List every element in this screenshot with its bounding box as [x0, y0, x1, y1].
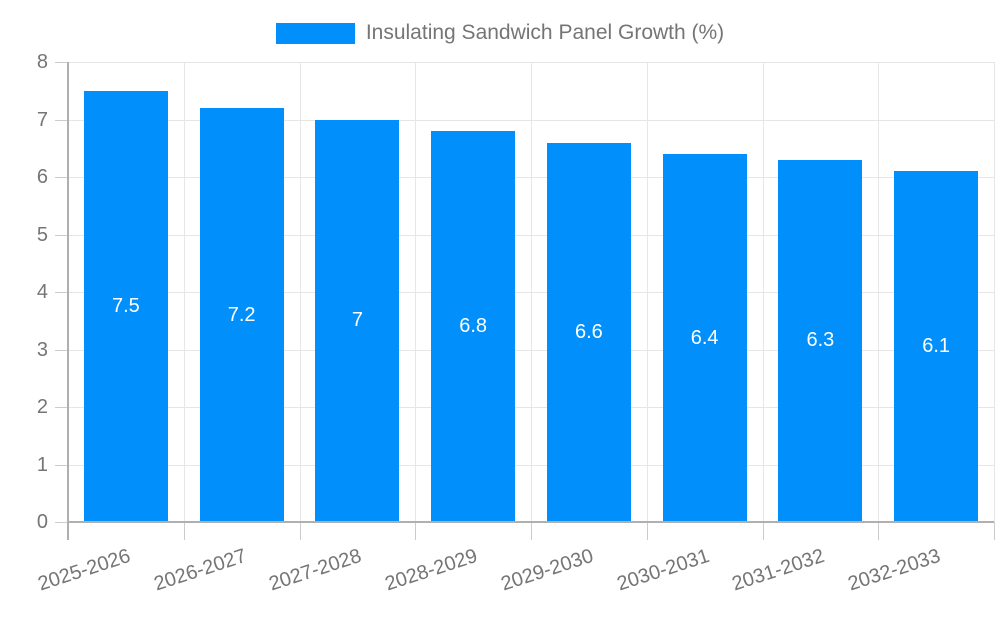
bar[interactable]: 6.1	[894, 171, 979, 522]
x-gridline	[183, 62, 185, 522]
x-tick	[415, 522, 417, 540]
x-gridline	[299, 62, 301, 522]
x-axis-tick-label: 2029-2030	[498, 544, 596, 596]
y-axis-tick-label: 5	[36, 223, 48, 246]
x-axis-tick-label: 2026-2027	[150, 544, 249, 596]
bar-value-label: 6.4	[690, 326, 719, 349]
x-tick	[531, 522, 532, 540]
x-axis-tick-label: 2030-2031	[613, 544, 712, 596]
x-axis-tick-label: 2028-2029	[382, 544, 481, 596]
y-axis-tick-label: 6	[36, 166, 48, 188]
bar[interactable]: 7.2	[199, 108, 284, 522]
x-tick	[646, 522, 648, 540]
x-axis-line	[68, 521, 994, 523]
x-tick	[878, 522, 880, 540]
y-tick	[55, 522, 68, 523]
y-axis-tick-label: 4	[36, 281, 48, 303]
bar-value-label: 7	[351, 309, 363, 332]
y-tick	[55, 177, 68, 178]
y-axis-tick-label: 2	[36, 396, 48, 418]
y-tick	[55, 234, 68, 236]
bar[interactable]: 6.8	[431, 131, 516, 522]
x-axis-tick-label: 2027-2028	[266, 544, 365, 596]
y-tick	[55, 119, 68, 121]
x-gridline	[762, 62, 764, 522]
y-tick	[55, 62, 68, 63]
y-axis-tick-label: 7	[36, 108, 48, 131]
legend: Insulating Sandwich Panel Growth (%)	[0, 21, 1000, 45]
bar[interactable]: 6.3	[778, 159, 863, 522]
y-axis-tick-label: 3	[36, 338, 48, 361]
x-gridline	[994, 62, 995, 522]
bar[interactable]: 7.5	[83, 90, 168, 522]
bar[interactable]: 7	[315, 119, 400, 522]
x-axis-tick-label: 2031-2032	[729, 544, 828, 596]
bar-value-label: 6.6	[574, 320, 603, 343]
bar[interactable]: 6.6	[546, 142, 631, 522]
y-tick	[55, 349, 68, 351]
y-tick	[55, 407, 68, 408]
y-axis-tick-label: 8	[36, 51, 48, 73]
legend-label[interactable]: Insulating Sandwich Panel Growth (%)	[365, 21, 725, 44]
bar-value-label: 6.8	[459, 315, 488, 337]
x-tick	[299, 522, 301, 540]
bar-chart: Insulating Sandwich Panel Growth (%) 7.5…	[0, 21, 1000, 595]
bar[interactable]: 6.4	[662, 154, 747, 522]
x-gridline	[531, 62, 532, 522]
bar-value-label: 6.1	[922, 335, 951, 358]
y-tick	[55, 464, 68, 466]
plot-area: 7.5 7.2 7 6.8 6.6 6.4 6.3 6.1	[55, 62, 995, 540]
y-axis-tick-label: 0	[36, 511, 48, 533]
bar-value-label: 7.2	[227, 303, 256, 326]
bar-value-label: 7.5	[111, 294, 140, 317]
legend-swatch[interactable]	[275, 22, 355, 44]
y-axis-line	[67, 62, 69, 540]
x-gridline	[646, 62, 648, 522]
x-gridline	[878, 62, 880, 522]
y-tick	[55, 292, 68, 293]
y-axis-tick-label: 1	[36, 453, 48, 476]
x-gridline	[415, 62, 417, 522]
x-tick	[183, 522, 185, 540]
x-tick	[762, 522, 764, 540]
bar-value-label: 6.3	[806, 329, 835, 352]
x-axis-tick-label: 2032-2033	[845, 544, 944, 596]
x-tick	[994, 522, 995, 540]
